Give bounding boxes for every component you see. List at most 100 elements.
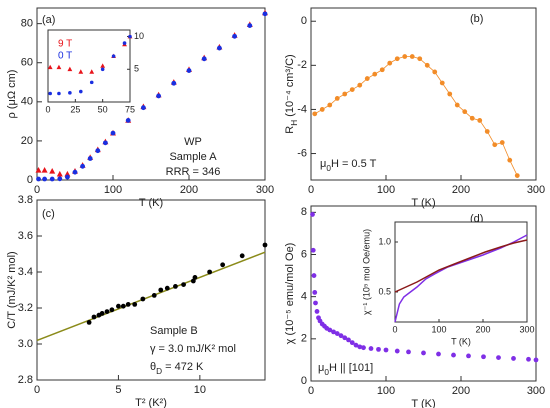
point — [100, 67, 105, 72]
point — [372, 71, 378, 77]
point — [35, 167, 42, 173]
point — [496, 355, 501, 360]
plot-frame — [36, 199, 266, 381]
annotation: Sample B — [150, 325, 198, 337]
annotation-part: θ — [150, 361, 156, 373]
point — [368, 346, 374, 351]
point — [125, 117, 131, 123]
annotation: RRR = 346 — [166, 166, 221, 178]
point — [349, 87, 355, 92]
y-axis-label-part: H — [290, 120, 299, 126]
annotation: μ0H = 0.5 T — [320, 158, 377, 173]
annotation-part: μ — [318, 362, 324, 374]
point — [78, 69, 84, 74]
y-tick-label: 3.2 — [18, 302, 33, 314]
point — [439, 80, 445, 86]
point — [342, 335, 348, 341]
point — [186, 68, 192, 73]
x-tick-label: 0 — [34, 384, 40, 396]
point — [72, 169, 78, 175]
point — [86, 320, 92, 325]
y-tick-label: 60 — [21, 57, 33, 69]
annotation-part: D — [156, 367, 162, 376]
point — [357, 344, 363, 350]
point — [262, 11, 268, 17]
y-tick-label: -2 — [297, 59, 307, 71]
point — [239, 253, 245, 259]
series-line — [314, 56, 518, 176]
y-tick-label: 3.4 — [18, 266, 33, 278]
point — [353, 342, 359, 348]
point — [116, 303, 121, 309]
point — [436, 351, 441, 357]
inset-bg — [48, 30, 130, 102]
point — [79, 89, 83, 94]
point — [128, 34, 132, 39]
x-tick-label: 200 — [475, 324, 490, 334]
point — [156, 93, 162, 99]
inset-frame — [47, 29, 131, 103]
x-tick-label: 100 — [431, 324, 446, 334]
annotation: θD = 472 K — [150, 361, 204, 376]
y-tick-label: 3.0 — [18, 338, 33, 350]
y-tick-label: 6 — [301, 248, 307, 260]
point — [192, 275, 198, 280]
y-axis-label: χ (10⁻⁵ emu/mol Oe) — [284, 243, 296, 345]
annotation: μ0H || [101] — [318, 362, 373, 377]
point — [42, 176, 47, 182]
point — [80, 163, 85, 169]
x-tick-label: 0 — [392, 324, 397, 334]
y-tick-label: 3.8 — [18, 194, 33, 206]
y-tick-label: -6 — [297, 147, 307, 159]
point — [357, 82, 363, 88]
point — [181, 282, 186, 287]
point — [319, 107, 325, 112]
point — [262, 242, 268, 248]
plot-frame — [310, 205, 537, 382]
point — [103, 140, 108, 146]
point — [499, 140, 505, 145]
point — [466, 353, 471, 359]
x-tick-label: 0 — [308, 184, 314, 196]
y-tick-label: 1.0 — [378, 236, 391, 246]
point — [447, 91, 453, 97]
point — [95, 148, 101, 154]
y-tick-label: 3.6 — [18, 230, 33, 242]
x-axis-label: T² (K²) — [135, 397, 167, 408]
x-tick-label: 300 — [527, 385, 545, 397]
point — [48, 91, 52, 96]
point — [132, 302, 138, 307]
point — [364, 76, 370, 81]
y-tick-label: 0 — [27, 174, 33, 186]
point — [57, 91, 61, 96]
point — [424, 62, 430, 68]
point — [310, 247, 316, 253]
point — [314, 309, 320, 314]
x-axis-label: T (K) — [411, 197, 435, 209]
point — [481, 354, 486, 360]
point — [56, 170, 63, 177]
x-tick-label: 100 — [104, 184, 122, 196]
point — [41, 167, 48, 173]
series-line — [394, 239, 528, 293]
point — [120, 303, 126, 309]
point — [406, 349, 411, 355]
y-tick-label: 40 — [21, 96, 33, 108]
y-tick-label: 80 — [21, 18, 33, 30]
annotation-part: μ — [320, 158, 326, 170]
inset-y-label: χ⁻¹ (10⁵ mol Oe/emu) — [361, 229, 371, 315]
x-tick-label: 300 — [527, 184, 545, 196]
x-tick-label: 25 — [70, 104, 80, 114]
panel-label: (c) — [42, 208, 55, 220]
y-tick-label: 8 — [301, 206, 307, 218]
panel-label: (b) — [470, 13, 483, 25]
point — [158, 287, 164, 293]
point — [417, 56, 423, 62]
point — [141, 105, 146, 111]
point — [173, 284, 178, 289]
point — [454, 102, 460, 108]
point — [110, 130, 116, 136]
annotation: WP — [184, 136, 202, 148]
x-tick-label: 0 — [308, 385, 314, 397]
